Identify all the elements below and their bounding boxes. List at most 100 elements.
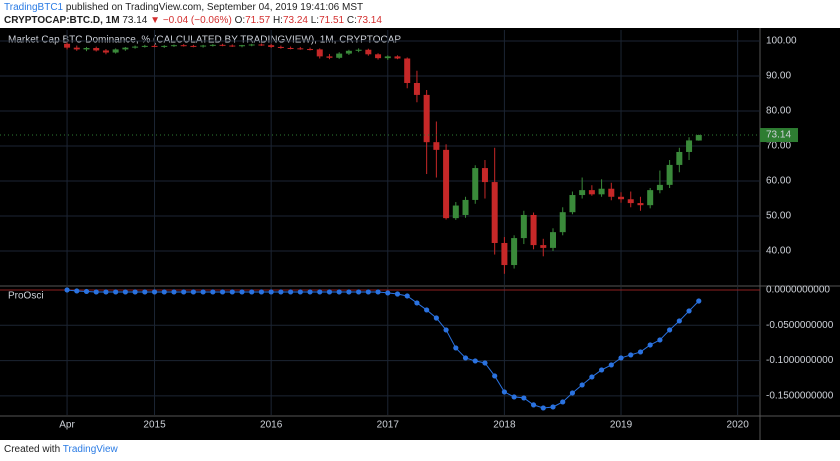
x-tick-label: Apr	[59, 420, 75, 431]
candle-body	[462, 199, 469, 215]
ohlc-value: 73.24	[282, 15, 308, 26]
footer-text: Created with	[4, 444, 61, 455]
candle-body	[122, 47, 129, 50]
candle-body	[93, 47, 100, 51]
y-tick-label: 100.00	[766, 36, 797, 47]
candle-body	[579, 190, 586, 196]
indicator-point	[608, 362, 614, 368]
y-tick-label: 0.0000000000	[766, 285, 830, 296]
indicator-point	[278, 289, 284, 295]
indicator-point	[482, 360, 488, 366]
candle-body	[170, 45, 177, 47]
candle-body	[686, 140, 693, 152]
indicator-point	[589, 374, 595, 380]
candle-body	[248, 44, 255, 46]
ohlc-value: 71.51	[319, 15, 345, 26]
candle-body	[64, 43, 71, 48]
candle-body	[238, 45, 245, 47]
indicator-point	[210, 289, 216, 295]
candle-body	[666, 164, 673, 185]
indicator-point	[530, 402, 537, 408]
header-line: TradingBTC1 published on TradingView.com…	[4, 2, 363, 13]
header: TradingBTC1 published on TradingView.com…	[0, 0, 840, 28]
indicator-point	[200, 289, 206, 295]
x-tick-label: 2018	[493, 420, 516, 431]
indicator-point	[579, 382, 585, 388]
y-tick-label: 60.00	[766, 176, 791, 187]
candle-body	[423, 94, 430, 143]
candle-body	[73, 47, 80, 50]
indicator-point	[103, 289, 109, 295]
ohlc-label: C:	[346, 15, 357, 26]
y-tick-label: 70.00	[766, 141, 791, 152]
indicator-point	[142, 289, 148, 295]
candle-body	[549, 232, 556, 248]
candle-body	[258, 44, 265, 46]
indicator-point	[181, 289, 187, 295]
candle-body	[161, 45, 168, 47]
indicator-point	[113, 289, 119, 295]
indicator-point	[64, 287, 70, 293]
candle-body	[132, 46, 139, 48]
y-tick-label: -0.1000000000	[766, 355, 834, 366]
candle-body	[277, 46, 284, 48]
x-tick-label: 2015	[143, 420, 166, 431]
candle-body	[326, 56, 333, 58]
ohlc-label: H:	[272, 15, 283, 26]
candle-body	[83, 47, 90, 50]
candle-body	[307, 49, 314, 51]
indicator-point	[598, 367, 605, 373]
ohlc-label: L:	[310, 15, 320, 26]
candle-body	[219, 44, 226, 46]
candle-body	[433, 142, 440, 150]
candle-body	[413, 83, 420, 95]
indicator-point	[462, 355, 469, 361]
x-tick-label: 2017	[377, 420, 400, 431]
candle-body	[229, 45, 236, 47]
y-tick-label: 90.00	[766, 71, 791, 82]
header-line: CRYPTOCAP:BTC.D, 1M 73.14 ▼ −0.04 (−0.06…	[4, 15, 382, 26]
indicator-point	[433, 315, 439, 321]
indicator-point	[229, 289, 235, 295]
candle-body	[355, 49, 362, 51]
candle-body	[588, 190, 595, 195]
indicator-point	[696, 298, 702, 304]
chart-background	[0, 28, 840, 440]
candle-body	[530, 214, 537, 246]
author[interactable]: TradingBTC1	[4, 2, 64, 13]
indicator-point	[560, 399, 566, 405]
candle-body	[151, 45, 158, 47]
indicator-point	[657, 337, 663, 343]
indicator-point	[443, 327, 449, 333]
candle-body	[452, 205, 459, 219]
indicator-point	[122, 289, 128, 295]
indicator-point	[219, 289, 226, 295]
indicator-point	[453, 345, 459, 351]
candle-body	[141, 45, 148, 47]
indicator-point	[171, 289, 177, 295]
y-tick-label: -0.1500000000	[766, 391, 834, 402]
brand[interactable]: TradingView	[62, 444, 118, 455]
indicator-title: ProOsci	[8, 291, 44, 302]
last-price-label: 73.14	[766, 130, 791, 141]
indicator-point	[190, 289, 197, 295]
indicator-point	[287, 289, 294, 295]
symbol: CRYPTOCAP:BTC.D, 1M	[4, 15, 120, 26]
change: ▼ −0.04 (−0.06%)	[150, 15, 232, 26]
indicator-point	[472, 358, 478, 364]
y-tick-label: 80.00	[766, 106, 791, 117]
candle-body	[491, 182, 498, 243]
indicator-point	[74, 288, 80, 294]
indicator-point	[492, 373, 498, 379]
indicator-point	[83, 288, 90, 295]
candle-body	[618, 196, 625, 200]
indicator-point	[628, 352, 634, 358]
candle-body	[695, 135, 702, 141]
x-tick-label: 2016	[260, 420, 283, 431]
candle-body	[637, 203, 644, 206]
indicator-point	[356, 289, 362, 295]
indicator-point	[161, 289, 167, 295]
candle-body	[200, 45, 207, 47]
indicator-point	[414, 300, 420, 306]
indicator-point	[637, 349, 644, 355]
